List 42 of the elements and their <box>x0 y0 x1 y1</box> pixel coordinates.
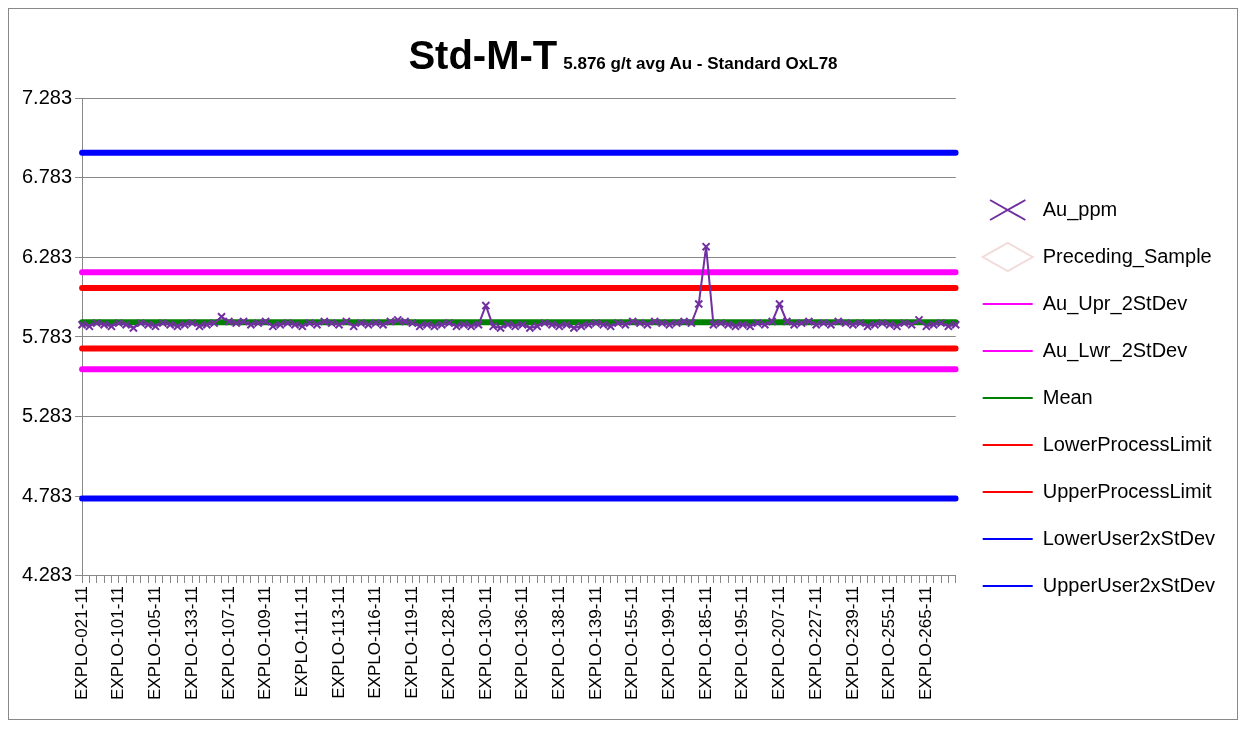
x-tick-label: EXPLO-227-11 <box>805 585 825 700</box>
chart-title: Std-M-T <box>408 33 558 77</box>
x-tick-label: EXPLO-195-11 <box>732 585 752 700</box>
x-tick-label: EXPLO-021-11 <box>71 585 91 700</box>
legend-label: Au_ppm <box>1042 197 1118 221</box>
x-tick-label: EXPLO-155-11 <box>622 585 642 700</box>
y-tick-label: 5.783 <box>21 324 73 347</box>
y-tick-label: 4.283 <box>21 563 73 586</box>
y-tick-label: 6.783 <box>21 165 73 188</box>
legend-label: Au_Upr_2StDev <box>1042 291 1188 315</box>
y-tick-label: 7.283 <box>21 85 73 108</box>
legend-label: Mean <box>1042 385 1093 408</box>
x-tick-label: EXPLO-207-11 <box>769 585 789 700</box>
x-tick-label: EXPLO-185-11 <box>695 585 715 700</box>
x-tick-label: EXPLO-139-11 <box>585 585 605 700</box>
legend-label: UpperUser2xStDev <box>1042 573 1216 596</box>
x-tick-label: EXPLO-128-11 <box>438 585 458 700</box>
x-tick-label: EXPLO-105-11 <box>145 585 165 700</box>
chart-subtitle: 5.876 g/t avg Au - Standard OxL78 <box>563 54 838 73</box>
x-tick-label: EXPLO-265-11 <box>916 585 936 700</box>
x-tick-label: EXPLO-111-11 <box>291 585 311 698</box>
y-tick-label: 4.783 <box>21 483 73 506</box>
x-tick-label: EXPLO-138-11 <box>548 585 568 700</box>
legend-label: LowerUser2xStDev <box>1042 526 1216 549</box>
legend-label: Au_Lwr_2StDev <box>1042 338 1188 362</box>
x-tick-label: EXPLO-101-11 <box>108 585 128 700</box>
x-tick-label: EXPLO-136-11 <box>512 585 532 700</box>
x-tick-label: EXPLO-199-11 <box>659 585 679 700</box>
x-tick-label: EXPLO-109-11 <box>255 585 275 700</box>
y-tick-label: 5.283 <box>21 404 73 427</box>
x-tick-label: EXPLO-119-11 <box>402 585 422 699</box>
x-tick-label: EXPLO-239-11 <box>842 585 862 700</box>
x-tick-label: EXPLO-133-11 <box>181 585 201 700</box>
legend-label: LowerProcessLimit <box>1042 432 1213 455</box>
x-tick-label: EXPLO-255-11 <box>879 585 899 700</box>
legend-label: UpperProcessLimit <box>1042 479 1213 502</box>
legend-label: Preceding_Sample <box>1042 244 1212 268</box>
x-tick-label: EXPLO-116-11 <box>365 585 385 699</box>
x-tick-label: EXPLO-130-11 <box>475 585 495 700</box>
y-tick-label: 6.283 <box>21 244 73 267</box>
x-tick-label: EXPLO-113-11 <box>328 585 348 699</box>
x-tick-label: EXPLO-107-11 <box>218 585 238 700</box>
